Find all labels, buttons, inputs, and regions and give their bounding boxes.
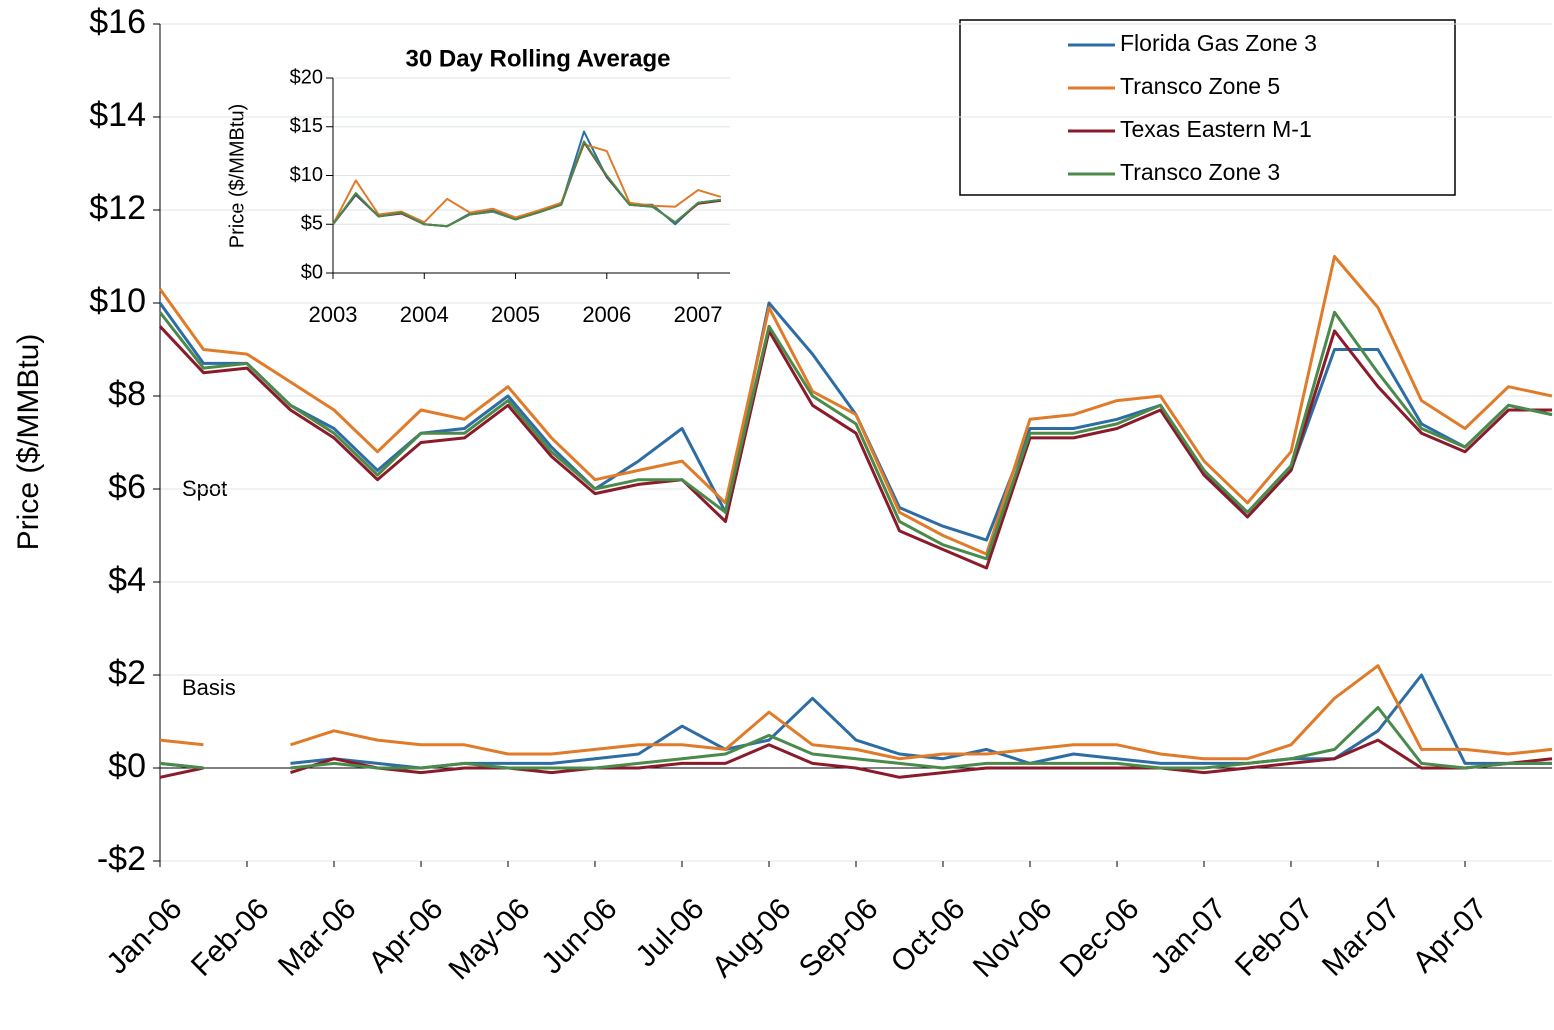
x-tick-label: Nov-06: [967, 892, 1059, 984]
y-tick-label: $5: [301, 213, 323, 235]
line: [332, 140, 722, 228]
x-tick-label: Oct-06: [885, 892, 972, 979]
x-tick-label: Apr-07: [1407, 892, 1494, 979]
annotation: Basis: [182, 675, 236, 700]
y-tick-label: $14: [89, 96, 146, 134]
legend-label: Transco Zone 5: [1120, 73, 1280, 99]
x-tick-label: Feb-06: [185, 892, 276, 983]
x-tick-label: Dec-06: [1054, 892, 1146, 984]
legend-label: Texas Eastern M-1: [1120, 116, 1312, 142]
x-tick-label: Jan-06: [100, 892, 188, 980]
x-tick-label: Mar-07: [1316, 892, 1407, 983]
y-tick-label: $6: [108, 468, 146, 506]
annotation: Spot: [182, 476, 227, 501]
y-tick-label: $2: [108, 654, 146, 692]
y-axis-label: Price ($/MMBtu): [12, 334, 45, 551]
line: [159, 706, 1552, 770]
x-tick-label: 2003: [309, 302, 358, 327]
y-tick-label: $4: [108, 561, 146, 599]
inset-title: 30 Day Rolling Average: [406, 45, 671, 72]
y-tick-label: $10: [290, 164, 323, 186]
y-tick-label: $0: [108, 747, 146, 785]
line: [158, 325, 1552, 570]
legend-box: [959, 19, 1456, 196]
inset-y-axis-label: Price ($/MMBtu): [226, 104, 248, 248]
line: [159, 664, 1553, 761]
x-tick-label: Apr-06: [363, 892, 450, 979]
x-tick-label: Jan-07: [1144, 892, 1232, 980]
y-tick-label: $8: [108, 375, 146, 413]
line: [158, 255, 1553, 556]
y-tick-label: $15: [290, 115, 323, 137]
x-tick-label: Jul-06: [629, 892, 710, 973]
x-tick-label: 2005: [491, 302, 540, 327]
y-tick-label: $16: [89, 3, 146, 41]
x-tick-label: 2006: [582, 302, 631, 327]
y-tick-label: $0: [301, 261, 323, 283]
line: [158, 310, 1553, 561]
y-tick-label: -$2: [97, 840, 146, 878]
y-tick-label: $12: [89, 189, 146, 227]
legend-label: Florida Gas Zone 3: [1120, 30, 1317, 56]
x-tick-label: Mar-06: [272, 892, 363, 983]
line: [158, 301, 1553, 542]
y-tick-label: $10: [89, 282, 146, 320]
y-tick-label: $20: [290, 66, 323, 88]
x-tick-label: 2004: [400, 302, 449, 327]
x-tick-label: May-06: [442, 892, 536, 986]
inset-background: [190, 38, 770, 333]
x-tick-label: 2007: [674, 302, 723, 327]
legend-label: Transco Zone 3: [1120, 159, 1280, 185]
x-tick-label: Aug-06: [706, 892, 798, 984]
x-tick-label: Sep-06: [793, 892, 885, 984]
x-tick-label: Jun-06: [535, 892, 623, 980]
line: [332, 143, 722, 225]
x-tick-label: Feb-07: [1229, 892, 1320, 983]
